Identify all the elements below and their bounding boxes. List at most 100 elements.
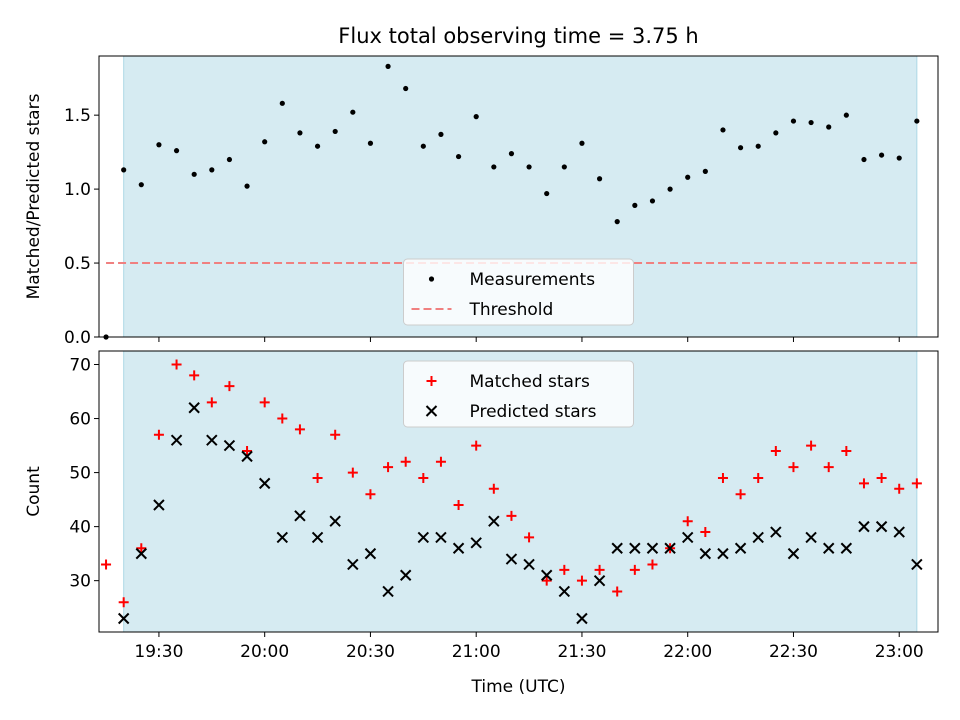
predicted-star-point <box>893 526 905 538</box>
y-tick-label: 1.5 <box>64 106 91 126</box>
predicted-star-point <box>470 537 482 549</box>
measurement-point <box>808 119 814 126</box>
matched-star-point <box>911 478 922 489</box>
measurement-point <box>649 198 656 204</box>
predicted-star-point <box>593 574 606 587</box>
matched-star-point <box>453 500 464 511</box>
y-tick-label: 60 <box>69 410 91 430</box>
x-tick-label: 21:00 <box>452 642 501 662</box>
predicted-star-point <box>135 547 148 560</box>
matched-star-point <box>383 462 394 473</box>
predicted-star-point <box>399 569 412 581</box>
matched-star-point <box>189 370 200 381</box>
measurement-point <box>138 182 144 188</box>
y-tick-label: 1.0 <box>64 180 91 200</box>
measurement-point <box>561 164 567 170</box>
predicted-star-point <box>576 612 588 625</box>
measurement-point <box>262 139 268 145</box>
predicted-star-point <box>752 531 764 544</box>
predicted-star-point <box>558 585 571 598</box>
measurement-point <box>685 174 691 180</box>
predicted-star-point <box>787 547 800 560</box>
matched-star-point <box>347 467 358 478</box>
legend-key-measurements <box>428 276 435 282</box>
matched-star-point <box>735 489 746 500</box>
matched-star-point <box>435 456 446 467</box>
legend-key-predicted <box>425 405 438 417</box>
predicted-star-point <box>206 434 218 446</box>
predicted-star-point <box>875 520 888 533</box>
measurement-point <box>209 167 215 173</box>
predicted-star-point <box>611 542 623 554</box>
matched-star-point <box>629 564 640 575</box>
matched-star-point <box>876 472 887 483</box>
measurement-point <box>403 85 409 92</box>
predicted-star-point <box>276 531 289 544</box>
matched-star-point <box>788 462 799 473</box>
predicted-star-point <box>823 542 835 554</box>
predicted-star-point <box>364 547 377 560</box>
predicted-star-point <box>294 510 306 522</box>
measurement-point <box>191 171 197 177</box>
predicted-star-point <box>540 569 553 581</box>
matched-star-point <box>559 564 570 575</box>
predicted-star-point <box>911 558 923 571</box>
predicted-star-point <box>435 531 447 544</box>
measurement-point <box>297 130 303 136</box>
legend-box <box>403 258 634 326</box>
measurement-point <box>455 153 462 160</box>
predicted-star-point <box>805 531 817 544</box>
predicted-star-point <box>223 439 236 452</box>
measurement-point <box>473 114 479 120</box>
x-tick-label: 20:00 <box>240 642 289 662</box>
predicted-star-point <box>523 558 535 571</box>
matched-star-point <box>506 510 517 521</box>
measurement-point <box>737 145 744 151</box>
predicted-star-point <box>629 542 641 554</box>
measurement-point <box>173 148 180 154</box>
matched-star-point <box>136 543 147 554</box>
matched-star-point <box>224 381 235 392</box>
y-tick-label: 30 <box>69 572 91 592</box>
predicted-star-point <box>329 515 341 527</box>
measurement-point <box>667 186 673 192</box>
chart-title: Flux total observing time = 3.75 h <box>338 24 698 48</box>
measurement-point <box>755 143 761 149</box>
measurement-point <box>579 140 585 146</box>
y-tick-label: 40 <box>69 518 91 538</box>
legend-label: Predicted stars <box>470 402 597 422</box>
predicted-star-point <box>417 531 430 544</box>
measurement-point <box>596 176 603 182</box>
axes-frame <box>98 55 939 338</box>
measurement-point <box>226 156 233 163</box>
y-tick-label: 50 <box>69 464 91 484</box>
predicted-star-point <box>382 585 394 598</box>
matched-star-point <box>330 429 341 440</box>
x-tick-label: 22:30 <box>769 642 818 662</box>
matched-star-point <box>101 559 112 570</box>
predicted-star-point <box>241 450 253 463</box>
matched-star-point <box>524 532 535 543</box>
matched-star-point <box>277 413 288 424</box>
matched-star-point <box>753 472 764 483</box>
predicted-star-point <box>170 434 183 446</box>
measurement-point <box>878 152 885 158</box>
measurement-point <box>702 168 708 174</box>
matched-star-point <box>806 440 817 451</box>
x-tick-label: 20:30 <box>346 642 395 662</box>
matched-star-point <box>700 527 711 538</box>
legend-box <box>403 360 634 428</box>
predicted-star-point <box>717 547 729 560</box>
predicted-star-point <box>258 477 271 490</box>
measurement-point <box>614 219 620 225</box>
matched-star-point <box>717 472 728 483</box>
matched-star-point <box>612 586 623 597</box>
matched-star-point <box>647 559 658 570</box>
legend-label: Threshold <box>469 300 554 320</box>
measurement-point <box>121 167 127 173</box>
matched-star-point <box>858 478 869 489</box>
measurement-point <box>156 142 162 148</box>
measurement-point <box>279 100 285 106</box>
x-tick-label: 22:00 <box>663 642 712 662</box>
measurement-point <box>314 143 321 149</box>
